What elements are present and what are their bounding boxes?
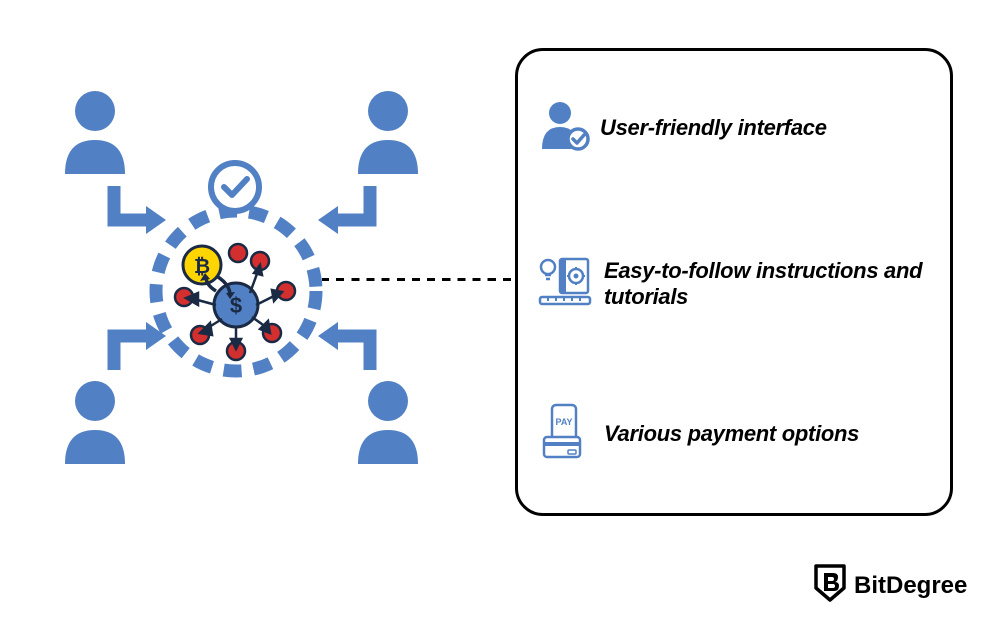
infographic-canvas: $ ₿ bbox=[0, 0, 1000, 618]
svg-text:$: $ bbox=[230, 293, 242, 318]
feature-label: Various payment options bbox=[604, 421, 859, 446]
logo-shield-icon bbox=[812, 562, 848, 609]
svg-text:₿: ₿ bbox=[194, 256, 210, 278]
user-top-left bbox=[55, 88, 135, 174]
feature-label: User-friendly interface bbox=[600, 115, 827, 140]
user-top-right bbox=[348, 88, 428, 174]
feature-payments: PAY Various payment options bbox=[538, 403, 938, 464]
checkmark-badge-icon bbox=[208, 160, 262, 219]
user-bottom-right bbox=[348, 378, 428, 464]
payment-icon: PAY bbox=[538, 403, 594, 464]
connector-line bbox=[322, 278, 518, 281]
feature-label: Easy-to-follow instructions and tutorial… bbox=[604, 258, 934, 309]
user-bottom-left bbox=[55, 378, 135, 464]
bitdegree-logo: BitDegree bbox=[812, 562, 967, 609]
features-panel: User-friendly interface bbox=[515, 48, 953, 516]
feature-user-friendly: User-friendly interface bbox=[538, 99, 938, 156]
feature-instructions: Easy-to-follow instructions and tutorial… bbox=[538, 255, 938, 312]
liquidity-pool: $ ₿ bbox=[140, 195, 332, 392]
svg-text:PAY: PAY bbox=[555, 417, 572, 427]
user-check-icon bbox=[538, 99, 590, 156]
logo-text: BitDegree bbox=[854, 572, 967, 600]
tutorial-icon bbox=[538, 255, 594, 312]
